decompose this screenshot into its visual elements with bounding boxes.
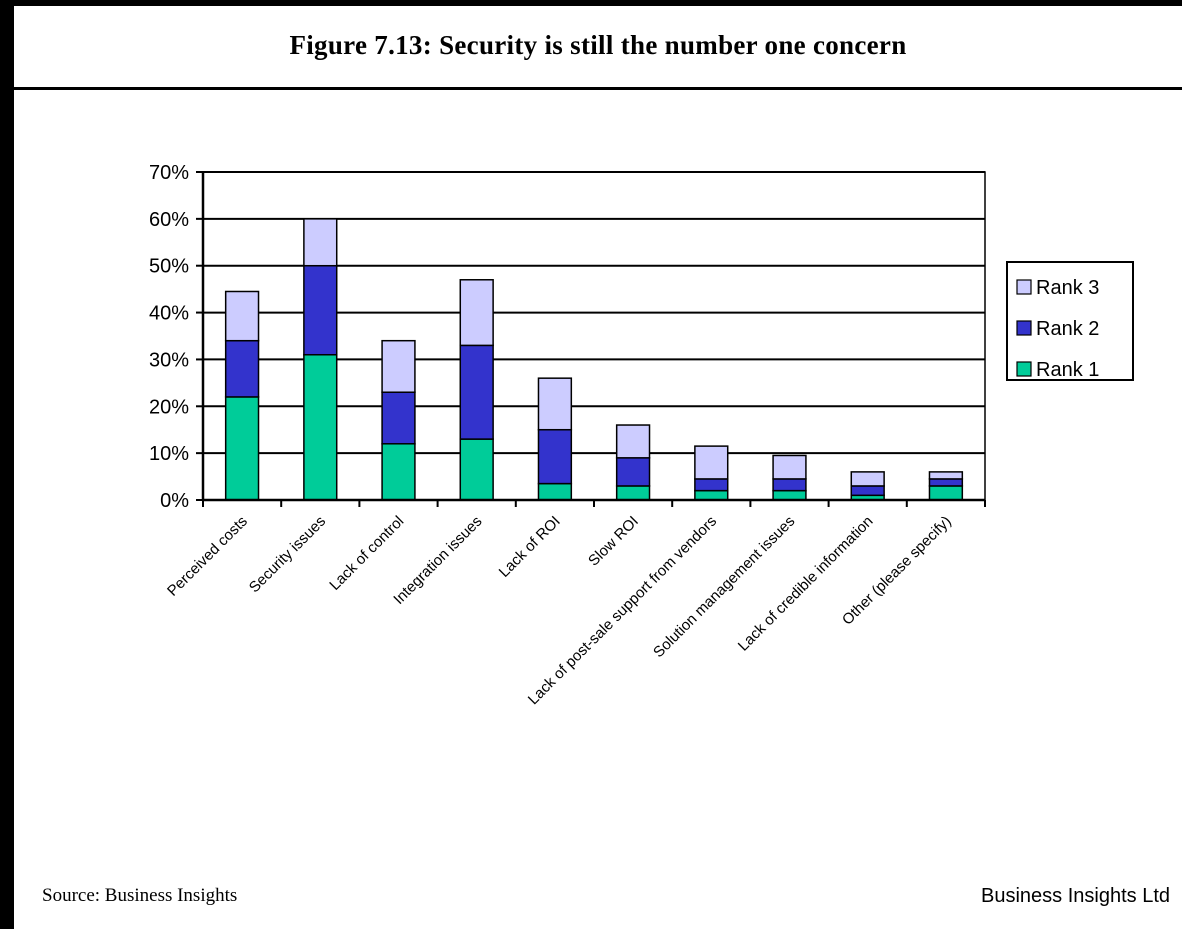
figure-title: Figure 7.13: Security is still the numbe… — [289, 30, 907, 60]
bar-rank-3 — [694, 445, 729, 480]
publisher-credit: Business Insights Ltd — [981, 885, 1170, 907]
left-border — [0, 0, 14, 929]
axes — [196, 171, 986, 507]
bar-rank-3 — [850, 471, 885, 487]
bar-rank-2 — [615, 457, 651, 487]
bar-rank-1 — [224, 396, 260, 501]
y-tick-label: 20% — [149, 396, 189, 418]
bar-rank-3 — [303, 218, 338, 267]
bar-rank-2 — [224, 339, 260, 398]
bar-rank-1 — [303, 353, 338, 501]
category-label: Perceived costs — [164, 513, 251, 600]
bar-rank-3 — [772, 454, 807, 480]
bar-rank-2 — [459, 344, 494, 440]
bar-rank-1 — [772, 489, 807, 501]
legend: Rank 3 Rank 2 Rank 1 — [1006, 261, 1134, 381]
bar-rank-2 — [381, 391, 416, 445]
bar-rank-2 — [850, 485, 885, 497]
legend-swatch — [1016, 361, 1032, 377]
top-border — [0, 0, 1182, 6]
bar-rank-1 — [928, 485, 964, 501]
bars — [224, 218, 964, 501]
legend-label: Rank 2 — [1036, 318, 1099, 340]
bar-rank-3 — [459, 279, 494, 347]
bar-rank-3 — [537, 377, 573, 431]
legend-label: Rank 1 — [1036, 359, 1099, 381]
bar-rank-2 — [772, 478, 807, 492]
legend-swatch — [1016, 320, 1032, 336]
category-label: Lack of control — [326, 513, 407, 594]
bar-rank-3 — [615, 424, 651, 459]
bar-rank-3 — [928, 471, 964, 480]
bar-rank-2 — [694, 478, 729, 492]
y-tick-label: 40% — [149, 303, 189, 325]
legend-label: Rank 3 — [1036, 277, 1099, 299]
bar-rank-2 — [928, 478, 964, 487]
y-tick-label: 0% — [160, 490, 189, 512]
bar-rank-1 — [537, 482, 573, 501]
y-tick-label: 10% — [149, 443, 189, 465]
category-label: Security issues — [246, 513, 329, 596]
legend-swatch — [1016, 279, 1032, 295]
bar-rank-2 — [303, 264, 338, 356]
bar-rank-3 — [381, 339, 416, 393]
category-label: Slow ROI — [585, 513, 642, 570]
source-note: Source: Business Insights — [42, 885, 238, 906]
y-tick-label: 60% — [149, 209, 189, 231]
bar-rank-1 — [381, 443, 416, 501]
bar-rank-2 — [537, 428, 573, 485]
bar-rank-3 — [224, 290, 260, 342]
title-divider — [14, 87, 1182, 90]
y-tick-label: 50% — [149, 256, 189, 278]
y-tick-label: 30% — [149, 349, 189, 371]
category-label: Lack of ROI — [496, 513, 564, 581]
y-tick-label: 70% — [149, 162, 189, 184]
bar-rank-1 — [615, 485, 651, 501]
category-label: Solution management issues — [650, 513, 798, 661]
bar-rank-1 — [694, 489, 729, 501]
category-label: Lack of credible information — [735, 513, 877, 655]
bar-rank-1 — [459, 438, 494, 501]
